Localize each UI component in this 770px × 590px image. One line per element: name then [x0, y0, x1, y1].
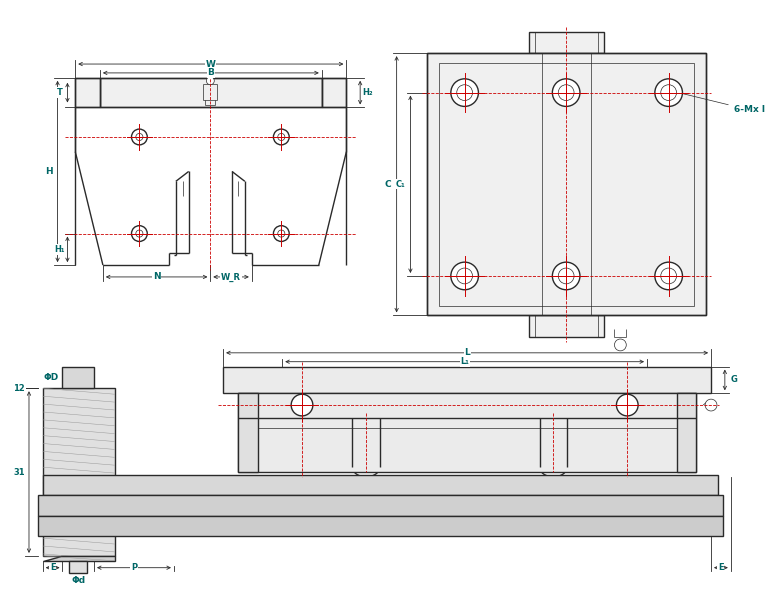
- Circle shape: [457, 268, 473, 284]
- Text: Φd: Φd: [71, 576, 85, 585]
- Bar: [69, 561, 87, 573]
- Circle shape: [661, 268, 677, 284]
- Circle shape: [206, 77, 214, 85]
- Circle shape: [552, 79, 580, 106]
- Bar: [529, 31, 604, 53]
- Circle shape: [558, 85, 574, 100]
- Text: H: H: [45, 167, 52, 176]
- Circle shape: [132, 226, 147, 241]
- Text: H₂: H₂: [363, 88, 373, 97]
- Circle shape: [273, 129, 290, 145]
- Bar: [223, 366, 711, 394]
- Bar: [43, 475, 718, 495]
- Bar: [427, 53, 706, 316]
- Text: 6-Mx l: 6-Mx l: [681, 93, 765, 114]
- Bar: [38, 516, 723, 536]
- Circle shape: [552, 262, 580, 290]
- Bar: [439, 63, 695, 306]
- Polygon shape: [43, 556, 115, 561]
- Text: 12: 12: [13, 384, 25, 393]
- Text: W: W: [206, 60, 216, 68]
- Circle shape: [705, 399, 717, 411]
- Bar: [62, 366, 94, 388]
- Circle shape: [451, 262, 478, 290]
- Circle shape: [136, 133, 143, 140]
- Bar: [238, 394, 696, 472]
- Circle shape: [278, 230, 285, 237]
- Bar: [322, 78, 347, 107]
- Text: H₁: H₁: [55, 245, 65, 254]
- Bar: [427, 53, 706, 316]
- Bar: [677, 394, 696, 472]
- Circle shape: [273, 226, 290, 241]
- Circle shape: [457, 85, 473, 100]
- Circle shape: [451, 79, 478, 106]
- Circle shape: [291, 394, 313, 416]
- Circle shape: [132, 129, 147, 145]
- Text: C: C: [384, 180, 391, 189]
- Circle shape: [136, 230, 143, 237]
- Text: E: E: [50, 563, 55, 572]
- Bar: [529, 316, 604, 337]
- Circle shape: [278, 133, 285, 140]
- Circle shape: [558, 268, 574, 284]
- Bar: [38, 495, 723, 516]
- Text: T: T: [57, 88, 62, 97]
- Circle shape: [614, 339, 626, 351]
- Circle shape: [654, 79, 682, 106]
- Text: B: B: [207, 68, 214, 77]
- Text: G: G: [730, 375, 737, 385]
- Text: W_R: W_R: [221, 273, 241, 281]
- Bar: [238, 394, 258, 472]
- Text: N: N: [152, 273, 160, 281]
- Circle shape: [654, 262, 682, 290]
- Text: 31: 31: [13, 468, 25, 477]
- Text: P: P: [131, 563, 137, 572]
- Text: L: L: [464, 348, 470, 358]
- Circle shape: [661, 85, 677, 100]
- Text: E: E: [718, 563, 724, 572]
- Text: C₁: C₁: [396, 180, 406, 189]
- Circle shape: [617, 394, 638, 416]
- Text: ΦD: ΦD: [43, 373, 59, 382]
- Bar: [75, 78, 100, 107]
- Bar: [100, 78, 322, 107]
- Text: L₁: L₁: [460, 357, 469, 366]
- Bar: [43, 388, 115, 556]
